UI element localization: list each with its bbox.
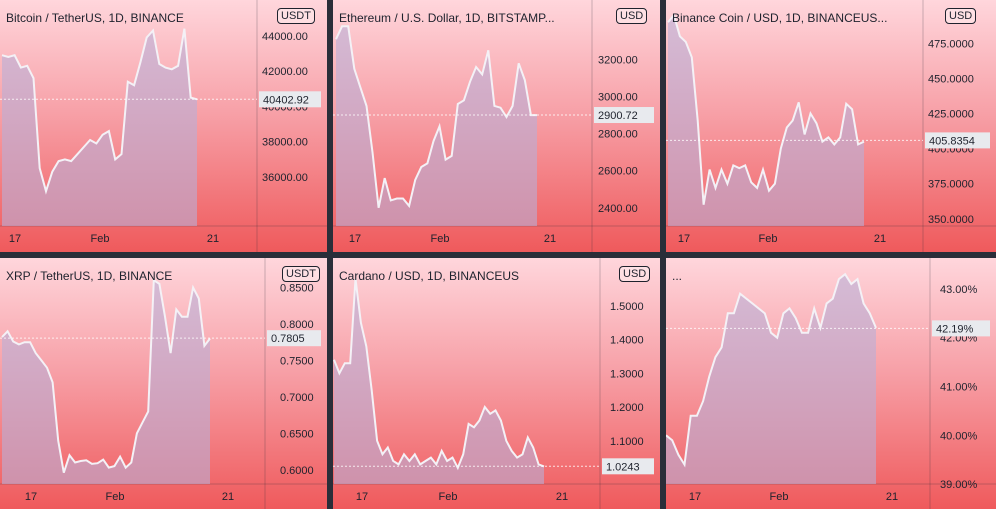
y-tick-label: 41.00% [940, 381, 978, 393]
chart-plot[interactable]: 475.0000450.0000425.0000400.0000375.0000… [666, 0, 996, 252]
x-tick-label: Feb [759, 233, 778, 245]
y-tick-label: 3200.00 [598, 55, 638, 67]
series-area [336, 26, 537, 227]
x-tick-label: Feb [431, 233, 450, 245]
currency-unit-button[interactable]: USD [619, 266, 651, 282]
y-tick-label: 2600.00 [598, 166, 638, 178]
x-tick-label: 21 [874, 233, 886, 245]
y-tick-label: 3000.00 [598, 92, 638, 104]
last-price-badge [602, 458, 654, 475]
currency-unit-button[interactable]: USDT [277, 8, 315, 24]
currency-unit-button[interactable]: USD [945, 8, 977, 24]
y-tick-label: 2800.00 [598, 129, 638, 141]
chart-title: Ethereum / U.S. Dollar, 1D, BITSTAMP... [339, 11, 555, 25]
x-tick-label: 17 [356, 491, 368, 503]
chart-title: Bitcoin / TetherUS, 1D, BINANCE [6, 11, 184, 25]
y-tick-label: 43.00% [940, 284, 978, 296]
last-price-label: 2900.72 [598, 110, 638, 122]
y-tick-label: 40.00% [940, 430, 978, 442]
currency-unit-button[interactable]: USDT [282, 266, 320, 282]
y-tick-label: 39.00% [940, 479, 978, 491]
y-tick-label: 1.4000 [610, 335, 644, 347]
y-tick-label: 2400.00 [598, 203, 638, 215]
y-tick-label: 0.8000 [280, 319, 314, 331]
y-tick-label: 425.0000 [928, 108, 974, 120]
last-price-label: 42.19% [936, 323, 974, 335]
y-tick-label: 38000.00 [262, 137, 308, 149]
series-line [1, 278, 211, 474]
y-tick-label: 450.0000 [928, 73, 974, 85]
x-tick-label: 21 [222, 491, 234, 503]
chart-panel-percent[interactable]: ... 43.00% 42.00% 41.00% 40.00% 39.00% 17 Feb 2… [666, 258, 996, 509]
series-line [333, 278, 545, 471]
last-price-label: 40402.92 [263, 94, 309, 106]
last-price-badge [594, 107, 654, 124]
chart-plot[interactable]: 44000.0042000.0040000.0038000.0036000.00… [0, 0, 327, 252]
chart-plot[interactable]: 43.00%42.00%41.00%40.00%39.00%17 Feb 2142.… [666, 258, 996, 509]
last-price-badge [259, 91, 321, 108]
y-tick-label: 0.6000 [280, 465, 314, 477]
y-tick-label: 36000.00 [262, 172, 308, 184]
chart-panel-cardano[interactable]: Cardano / USD, 1D, BINANCEUS USD 1.5000 1… [333, 258, 660, 509]
series-line [666, 272, 877, 468]
y-tick-label: 0.6500 [280, 428, 314, 440]
y-tick-label: 0.8500 [280, 283, 314, 295]
chart-panel-xrp[interactable]: XRP / TetherUS, 1D, BINANCE USDT 0.8500 0… [0, 258, 327, 509]
x-tick-label: Feb [439, 491, 458, 503]
last-price-label: 405.8354 [929, 135, 975, 147]
y-tick-label: 1.5000 [610, 301, 644, 313]
x-tick-label: 17 [689, 491, 701, 503]
x-tick-label: Feb [106, 491, 125, 503]
x-tick-label: 17 [25, 491, 37, 503]
last-price-label: 0.7805 [271, 333, 305, 345]
series-line [1, 28, 198, 195]
x-tick-label: 21 [886, 491, 898, 503]
y-tick-label: 375.0000 [928, 179, 974, 191]
x-tick-label: 17 [9, 233, 21, 245]
x-tick-label: 17 [349, 233, 361, 245]
chart-panel-ethereum[interactable]: Ethereum / U.S. Dollar, 1D, BITSTAMP... … [333, 0, 660, 252]
series-line [667, 13, 865, 205]
series-area [334, 278, 544, 484]
x-tick-label: 21 [207, 233, 219, 245]
chart-title: Binance Coin / USD, 1D, BINANCEUS... [672, 11, 888, 25]
currency-unit-button[interactable]: USD [616, 8, 648, 24]
x-tick-label: 21 [544, 233, 556, 245]
y-tick-label: 44000.00 [262, 31, 308, 43]
y-tick-label: 0.7000 [280, 392, 314, 404]
last-price-label: 1.0243 [606, 461, 640, 473]
x-tick-label: 21 [556, 491, 568, 503]
chart-plot[interactable]: 1.5000 1.4000 1.3000 1.2000 1.1000 17 Feb 21 1.0… [333, 258, 660, 509]
chart-panel-binance-coin[interactable]: Binance Coin / USD, 1D, BINANCEUS... USD… [666, 0, 996, 252]
last-price-badge [267, 330, 321, 347]
series-area [2, 280, 210, 484]
y-tick-label: 350.0000 [928, 214, 974, 226]
series-area [2, 28, 197, 227]
y-tick-label: 0.7500 [280, 355, 314, 367]
x-tick-label: Feb [91, 233, 110, 245]
chart-title: Cardano / USD, 1D, BINANCEUS [339, 269, 520, 283]
x-tick-label: Feb [770, 491, 789, 503]
chart-title: ... [672, 269, 683, 283]
y-tick-label: 1.3000 [610, 368, 644, 380]
series-area [666, 274, 876, 484]
series-area [668, 15, 864, 227]
chart-plot[interactable]: 3200.00 3000.00 2800.00 2600.00 2400.00 17 Feb… [333, 0, 660, 252]
chart-panel-bitcoin[interactable]: Bitcoin / TetherUS, 1D, BINANCE USDT 440… [0, 0, 327, 252]
chart-plot[interactable]: 0.8500 0.8000 0.7500 0.7000 0.6500 0.6000 17 Fe… [0, 258, 327, 509]
y-tick-label: 475.0000 [928, 38, 974, 50]
x-tick-label: 17 [678, 233, 690, 245]
last-price-badge [932, 320, 990, 337]
last-price-badge [925, 132, 990, 149]
series-line [335, 25, 537, 209]
y-tick-label: 1.1000 [610, 436, 644, 448]
chart-title: XRP / TetherUS, 1D, BINANCE [6, 269, 173, 283]
y-tick-label: 42000.00 [262, 66, 308, 78]
y-tick-label: 1.2000 [610, 402, 644, 414]
